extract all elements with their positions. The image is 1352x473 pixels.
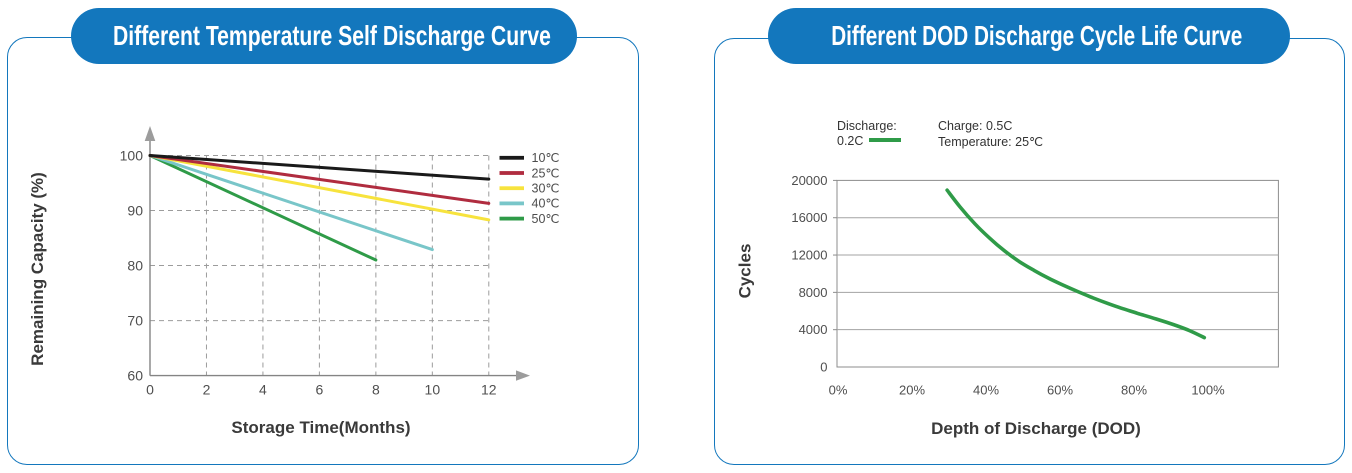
right-legend-discharge-label: Discharge: bbox=[837, 119, 897, 133]
series-line bbox=[148, 154, 491, 222]
x-tick-label: 40% bbox=[973, 383, 999, 398]
x-tick-label: 2 bbox=[203, 382, 211, 398]
temperature-self-discharge-card bbox=[7, 37, 639, 465]
y-tick-label: 70 bbox=[127, 313, 143, 329]
cycle-life-curve bbox=[945, 188, 1207, 340]
x-axis-title: Depth of Discharge (DOD) bbox=[931, 419, 1141, 438]
y-tick-label: 4000 bbox=[799, 322, 828, 337]
right-legend-discharge-value: 0.2C bbox=[837, 134, 864, 148]
y-tick-label: 0 bbox=[820, 360, 827, 375]
y-axis-arrow-icon bbox=[144, 126, 156, 141]
x-tick-label: 8 bbox=[372, 382, 380, 398]
legend-label: 25℃ bbox=[532, 166, 560, 180]
y-tick-label: 12000 bbox=[791, 248, 827, 263]
series-line bbox=[148, 154, 434, 252]
y-tick-label: 20000 bbox=[791, 173, 827, 188]
right-legend-line-swatch bbox=[869, 138, 901, 142]
plot-frame bbox=[836, 179, 1279, 368]
legend-swatch bbox=[499, 216, 524, 221]
x-tick-label: 10 bbox=[425, 382, 441, 398]
legend-swatch bbox=[499, 171, 524, 175]
dod-cycle-life-card bbox=[714, 38, 1345, 465]
y-tick-label: 100 bbox=[120, 148, 144, 164]
legend-label: 40℃ bbox=[532, 197, 560, 211]
left-card-title: Different Temperature Self Discharge Cur… bbox=[113, 20, 551, 51]
x-tick-label: 12 bbox=[481, 382, 497, 398]
x-tick-label: 100% bbox=[1191, 383, 1225, 398]
left-card-title-banner: Different Temperature Self Discharge Cur… bbox=[71, 8, 577, 64]
y-axis-title: Cycles bbox=[736, 244, 755, 299]
x-tick-label: 20% bbox=[899, 383, 925, 398]
x-tick-label: 80% bbox=[1121, 383, 1147, 398]
series-line bbox=[148, 154, 491, 205]
y-axis-title: Remaining Capacity (%) bbox=[28, 172, 47, 366]
series-line bbox=[148, 154, 491, 181]
legend-label: 30℃ bbox=[532, 182, 560, 196]
x-tick-label: 0% bbox=[829, 383, 848, 398]
legend-swatch bbox=[499, 155, 524, 160]
right-legend-temperature-label: Temperature: 25℃ bbox=[938, 135, 1044, 149]
x-tick-label: 6 bbox=[315, 382, 323, 398]
legend-swatch bbox=[499, 186, 524, 191]
y-tick-label: 16000 bbox=[791, 210, 827, 225]
x-axis-arrow-icon bbox=[516, 370, 530, 381]
y-tick-label: 60 bbox=[127, 368, 143, 384]
x-tick-label: 4 bbox=[259, 382, 267, 398]
y-tick-label: 90 bbox=[127, 203, 143, 219]
y-tick-label: 8000 bbox=[799, 285, 828, 300]
legend-label: 10℃ bbox=[532, 151, 560, 165]
x-axis-title: Storage Time(Months) bbox=[231, 418, 410, 437]
legend-swatch bbox=[499, 201, 524, 206]
right-card-title-banner: Different DOD Discharge Cycle Life Curve bbox=[768, 8, 1290, 64]
x-tick-label: 60% bbox=[1047, 383, 1073, 398]
right-legend-charge-label: Charge: 0.5C bbox=[938, 119, 1013, 133]
right-card-title: Different DOD Discharge Cycle Life Curve bbox=[831, 20, 1243, 51]
x-tick-label: 0 bbox=[146, 382, 154, 398]
legend-label: 50℃ bbox=[532, 212, 560, 226]
y-tick-label: 80 bbox=[127, 258, 143, 274]
series-line bbox=[148, 154, 378, 262]
